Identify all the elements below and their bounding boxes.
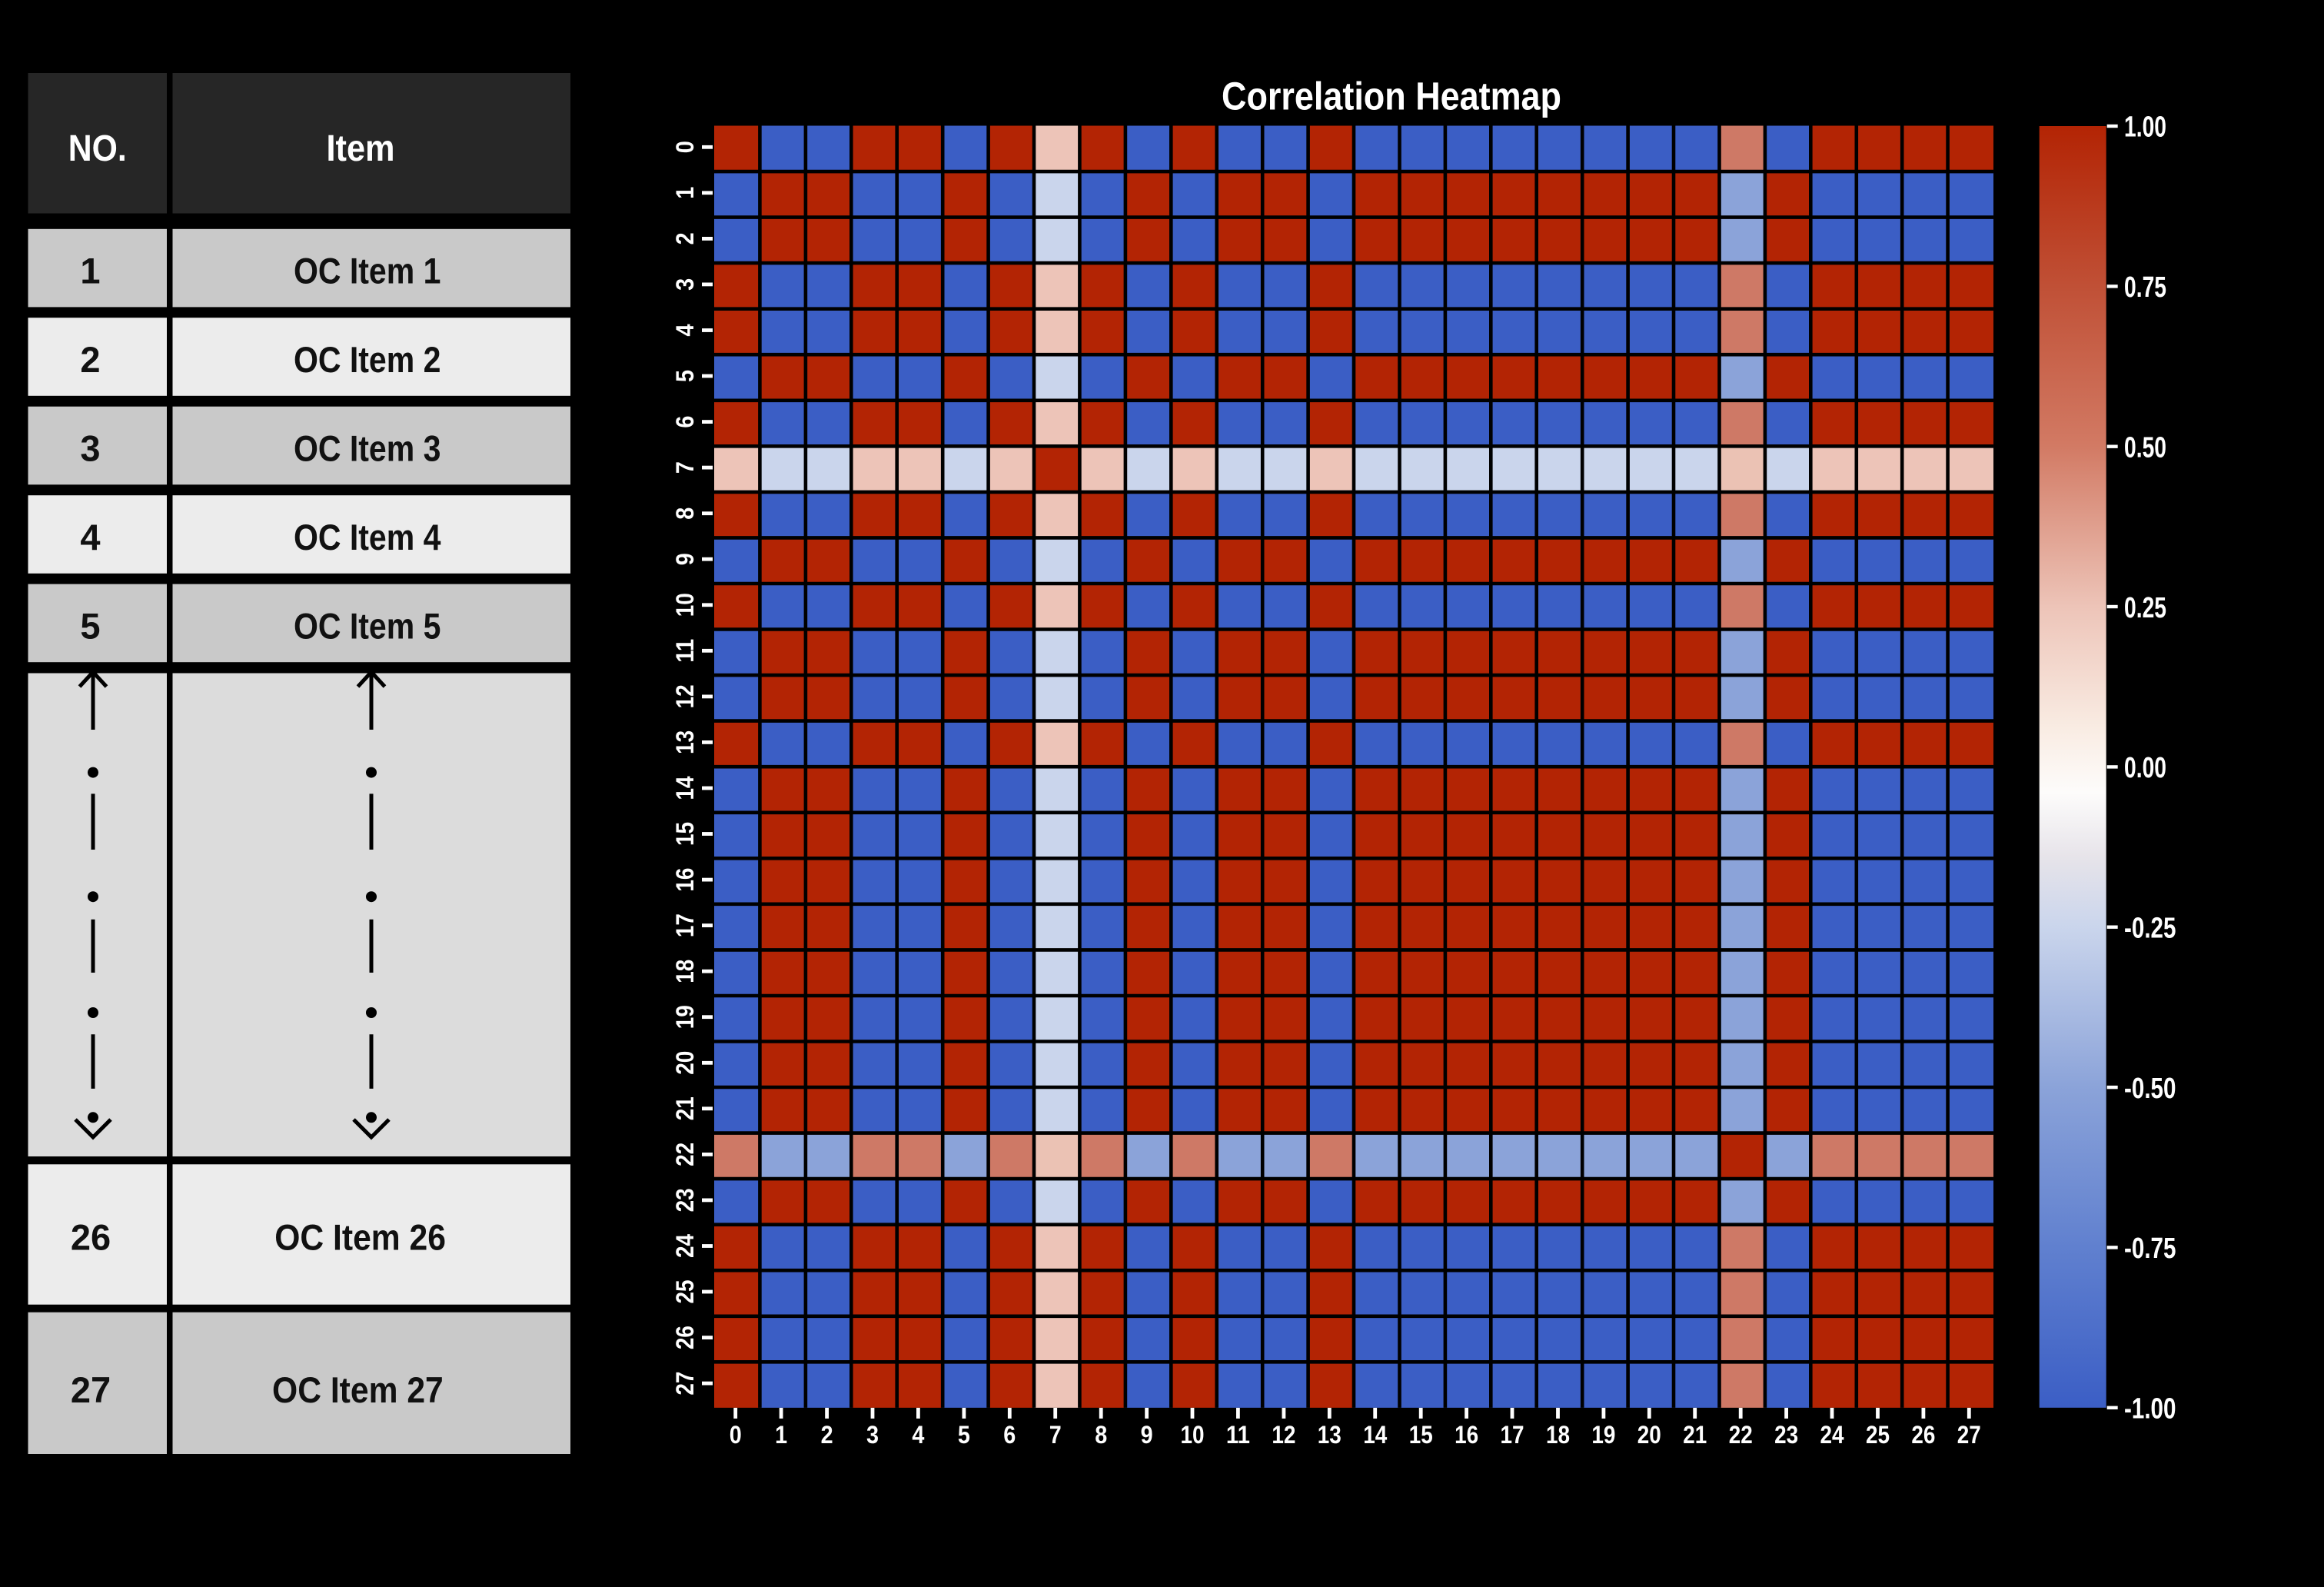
svg-text:23: 23 xyxy=(1774,1421,1798,1449)
svg-text:-1.00: -1.00 xyxy=(2124,1393,2176,1426)
svg-text:11: 11 xyxy=(1226,1421,1250,1449)
svg-text:4: 4 xyxy=(80,517,100,557)
svg-text:13: 13 xyxy=(1318,1421,1342,1449)
svg-text:8: 8 xyxy=(671,507,699,520)
svg-text:5: 5 xyxy=(958,1421,970,1449)
svg-text:8: 8 xyxy=(1095,1421,1107,1449)
svg-text:1: 1 xyxy=(80,251,100,291)
svg-text:1: 1 xyxy=(775,1421,787,1449)
svg-text:14: 14 xyxy=(1363,1421,1387,1449)
svg-text:OC Item 4: OC Item 4 xyxy=(294,517,441,557)
svg-text:0.75: 0.75 xyxy=(2124,271,2166,304)
svg-text:4: 4 xyxy=(912,1421,924,1449)
svg-text:7: 7 xyxy=(1049,1421,1062,1449)
svg-text:1.00: 1.00 xyxy=(2124,111,2166,144)
svg-text:OC Item 26: OC Item 26 xyxy=(274,1217,446,1258)
svg-text:0.00: 0.00 xyxy=(2124,752,2166,784)
svg-text:19: 19 xyxy=(1591,1421,1615,1449)
svg-text:3: 3 xyxy=(671,278,699,291)
svg-text:9: 9 xyxy=(1141,1421,1153,1449)
svg-text:6: 6 xyxy=(1003,1421,1016,1449)
svg-text:OC Item 27: OC Item 27 xyxy=(272,1369,444,1410)
svg-text:24: 24 xyxy=(671,1234,699,1258)
svg-text:26: 26 xyxy=(71,1217,111,1258)
svg-text:-0.50: -0.50 xyxy=(2124,1073,2176,1105)
svg-text:26: 26 xyxy=(671,1326,699,1349)
svg-text:20: 20 xyxy=(671,1051,699,1075)
svg-text:21: 21 xyxy=(671,1096,699,1120)
svg-text:25: 25 xyxy=(671,1280,699,1304)
svg-text:0: 0 xyxy=(730,1421,742,1449)
svg-text:22: 22 xyxy=(1729,1421,1753,1449)
svg-text:3: 3 xyxy=(80,428,100,469)
svg-text:-0.75: -0.75 xyxy=(2124,1233,2176,1265)
svg-text:25: 25 xyxy=(1866,1421,1890,1449)
svg-text:5: 5 xyxy=(80,605,100,646)
svg-text:27: 27 xyxy=(1957,1421,1981,1449)
svg-text:12: 12 xyxy=(1272,1421,1295,1449)
svg-text:23: 23 xyxy=(671,1188,699,1212)
svg-text:20: 20 xyxy=(1637,1421,1661,1449)
svg-text:4: 4 xyxy=(671,324,699,336)
svg-text:10: 10 xyxy=(671,593,699,617)
svg-text:5: 5 xyxy=(671,370,699,382)
svg-text:7: 7 xyxy=(671,461,699,474)
svg-text:OC Item 2: OC Item 2 xyxy=(294,339,441,380)
svg-text:2: 2 xyxy=(671,232,699,245)
svg-text:OC Item 5: OC Item 5 xyxy=(294,605,441,646)
svg-text:16: 16 xyxy=(671,868,699,892)
svg-text:17: 17 xyxy=(671,913,699,937)
svg-text:15: 15 xyxy=(671,822,699,846)
svg-text:2: 2 xyxy=(821,1421,833,1449)
svg-text:21: 21 xyxy=(1683,1421,1707,1449)
svg-text:0.50: 0.50 xyxy=(2124,431,2166,464)
svg-text:27: 27 xyxy=(71,1369,111,1410)
svg-text:27: 27 xyxy=(671,1372,699,1396)
svg-text:NO.: NO. xyxy=(68,128,127,169)
svg-text:Item: Item xyxy=(327,128,395,169)
svg-text:3: 3 xyxy=(866,1421,879,1449)
svg-text:OC Item 1: OC Item 1 xyxy=(294,251,441,291)
svg-text:15: 15 xyxy=(1409,1421,1433,1449)
svg-text:12: 12 xyxy=(671,684,699,708)
svg-text:9: 9 xyxy=(671,553,699,565)
svg-text:19: 19 xyxy=(671,1005,699,1029)
svg-text:6: 6 xyxy=(671,416,699,428)
svg-text:26: 26 xyxy=(1911,1421,1935,1449)
svg-text:0.25: 0.25 xyxy=(2124,592,2166,624)
svg-text:Correlation Heatmap: Correlation Heatmap xyxy=(1222,75,1561,118)
svg-text:14: 14 xyxy=(671,776,699,800)
svg-text:16: 16 xyxy=(1455,1421,1478,1449)
svg-text:-0.25: -0.25 xyxy=(2124,913,2176,945)
svg-text:1: 1 xyxy=(671,187,699,199)
svg-text:13: 13 xyxy=(671,730,699,754)
svg-text:OC Item 3: OC Item 3 xyxy=(294,428,441,469)
svg-text:11: 11 xyxy=(671,639,699,663)
svg-text:24: 24 xyxy=(1820,1421,1844,1449)
svg-text:2: 2 xyxy=(80,339,100,380)
svg-text:0: 0 xyxy=(671,141,699,153)
svg-text:18: 18 xyxy=(1546,1421,1570,1449)
svg-text:17: 17 xyxy=(1501,1421,1524,1449)
svg-text:10: 10 xyxy=(1181,1421,1205,1449)
svg-text:22: 22 xyxy=(671,1143,699,1166)
svg-text:18: 18 xyxy=(671,960,699,983)
